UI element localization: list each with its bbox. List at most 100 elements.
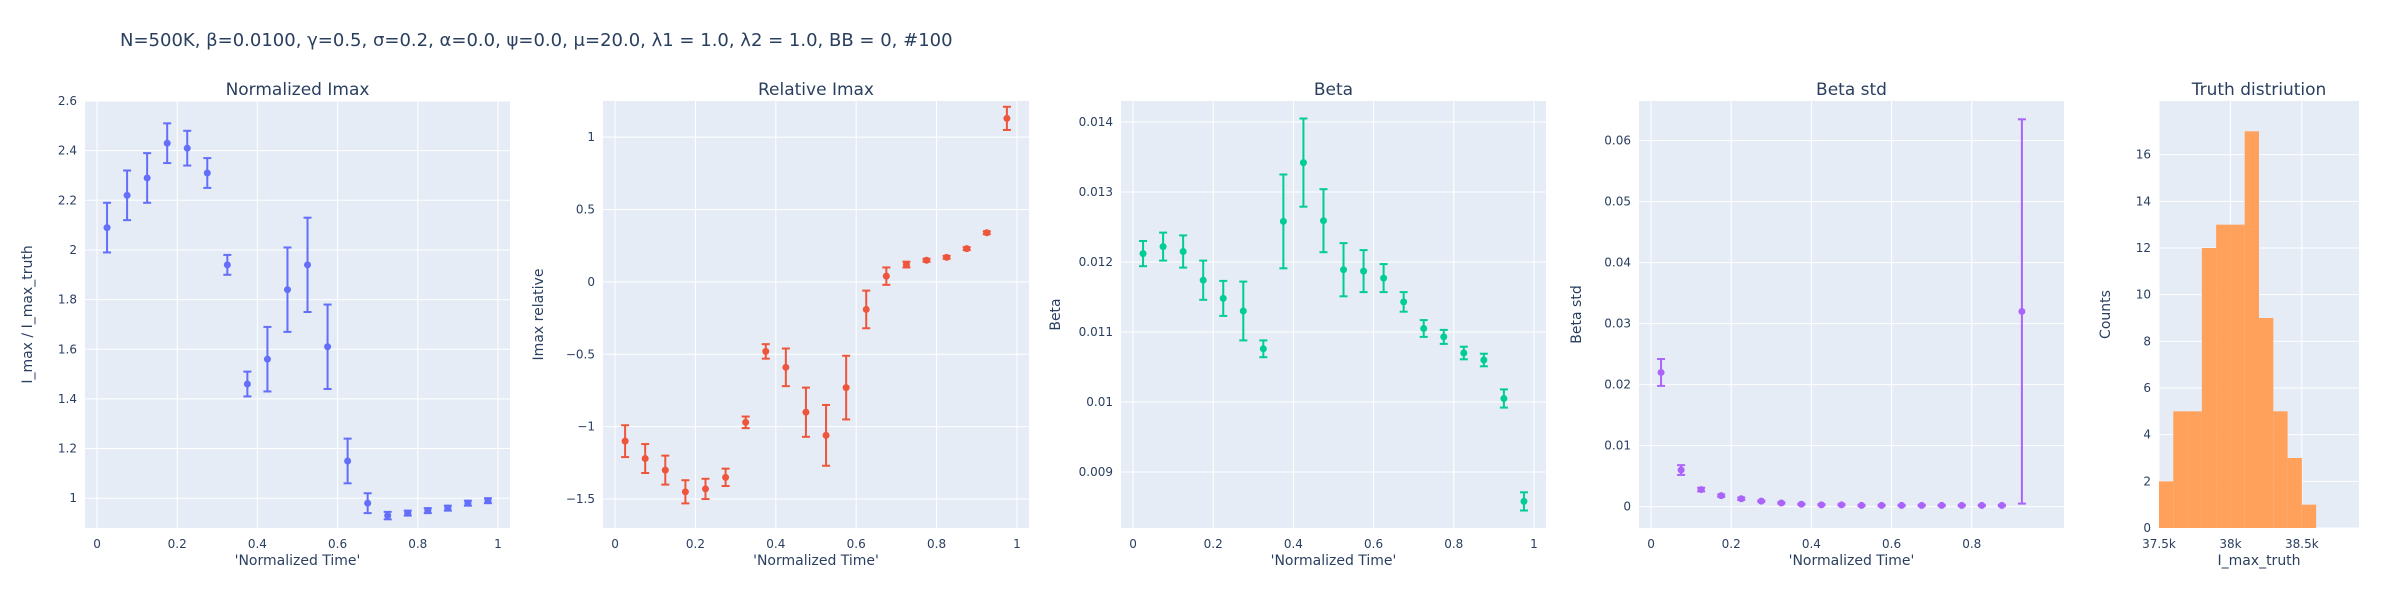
data-point: [1139, 250, 1147, 258]
data-point: [943, 253, 951, 261]
histogram-bar: [2230, 224, 2245, 528]
y-tick-label: 1.2: [58, 442, 77, 456]
x-tick-label: 0: [93, 537, 101, 551]
y-tick-label: −0.5: [566, 347, 595, 361]
y-tick-label: 0.012: [1079, 255, 1113, 269]
subplot-title: Beta: [1314, 80, 1353, 100]
histogram-bar: [2244, 131, 2259, 529]
data-point: [1500, 395, 1508, 402]
data-point: [882, 272, 890, 280]
y-tick-label: 1: [587, 130, 595, 144]
data-point: [1817, 501, 1825, 509]
data-point: [1958, 501, 1966, 509]
data-point: [1978, 501, 1986, 509]
y-tick-label: 0.01: [1086, 395, 1113, 409]
y-tick-label: 2: [69, 243, 77, 257]
y-tick-label: 0.02: [1604, 378, 1631, 392]
histogram-bar: [2173, 411, 2188, 528]
x-axis-label: I_max_truth: [2217, 553, 2300, 569]
y-tick-label: 8: [2143, 334, 2151, 348]
data-point: [1420, 325, 1428, 332]
data-point: [243, 380, 251, 388]
data-point: [1460, 349, 1468, 357]
y-tick-label: 4: [2143, 428, 2151, 442]
data-point: [444, 504, 452, 512]
data-point: [923, 256, 931, 264]
data-point: [1319, 217, 1327, 225]
data-point: [1440, 333, 1448, 341]
data-point: [1677, 466, 1685, 474]
y-tick-label: 0: [1623, 500, 1631, 514]
data-point: [1837, 501, 1845, 509]
data-point: [762, 347, 770, 355]
data-point: [424, 507, 432, 515]
data-point: [621, 437, 629, 445]
data-point: [1777, 499, 1785, 507]
data-point: [1480, 356, 1488, 364]
y-tick-label: 1.4: [58, 392, 77, 406]
subplot-4: 0 0.2 0.4 0.6 0.8 0 0.01 0.02 0.03 0.04 0.05 0.06 Be…: [1569, 80, 2064, 569]
x-tick-label: 0.8: [408, 537, 427, 551]
histogram-bar: [2259, 318, 2274, 528]
figure-title: N=500K, β=0.0100, γ=0.5, σ=0.2, α=0.0, ψ…: [120, 30, 953, 51]
subplot-title: Beta std: [1816, 80, 1887, 100]
data-point: [1938, 501, 1946, 509]
x-tick-label: 0.6: [1364, 537, 1383, 551]
subplot-5: 37.5k 38k 38.5k 0 2 4 6 8 10 12 14 16 Truth distriut…: [2098, 80, 2359, 569]
y-axis-label: Imax relative: [531, 269, 547, 361]
data-point: [641, 455, 649, 463]
data-point: [742, 418, 750, 426]
x-tick-label: 0: [1647, 537, 1655, 551]
data-point: [163, 139, 171, 147]
data-point: [1219, 294, 1227, 302]
data-point: [1003, 114, 1011, 122]
histogram-bar: [2216, 224, 2231, 528]
x-tick-label: 1: [494, 537, 502, 551]
x-tick-label: 0.6: [847, 537, 866, 551]
x-tick-label: 0.8: [927, 537, 946, 551]
subplot-1: 0 0.2 0.4 0.6 0.8 1 1 1.2 1.4 1.6 1.8 2 2.2 2.4 2.6 Nor…: [20, 80, 510, 569]
x-tick-label: 0.2: [1204, 537, 1223, 551]
x-tick-label: 0.8: [1444, 537, 1463, 551]
x-tick-label: 38.5k: [2285, 537, 2319, 551]
data-point: [1757, 497, 1765, 505]
plot-area: [603, 101, 1029, 528]
data-point: [963, 245, 971, 253]
y-tick-label: 16: [2136, 148, 2151, 162]
data-point: [384, 512, 392, 520]
y-tick-label: 0.05: [1604, 195, 1631, 209]
data-point: [822, 431, 830, 439]
data-point: [661, 466, 669, 474]
subplot-title: Relative Imax: [758, 80, 874, 100]
x-axis-label: 'Normalized Time': [753, 553, 879, 569]
data-point: [1998, 501, 2006, 509]
data-point: [143, 174, 151, 182]
data-point: [364, 499, 372, 507]
y-tick-label: 0.013: [1079, 185, 1113, 199]
data-point: [722, 473, 730, 481]
data-point: [324, 343, 332, 351]
x-axis-label: 'Normalized Time': [1789, 553, 1915, 569]
y-tick-label: 2: [2143, 474, 2151, 488]
x-tick-label: 0.6: [328, 537, 347, 551]
y-tick-label: 0: [2143, 521, 2151, 535]
x-tick-label: 0.4: [1802, 537, 1821, 551]
data-point: [464, 499, 472, 507]
data-point: [1340, 266, 1348, 274]
data-point: [862, 305, 870, 313]
x-tick-label: 0: [611, 537, 619, 551]
y-tick-label: 0.01: [1604, 439, 1631, 453]
y-tick-label: 10: [2136, 288, 2151, 302]
x-tick-label: 38k: [2219, 537, 2241, 551]
y-tick-label: 0.009: [1079, 465, 1113, 479]
data-point: [1520, 497, 1528, 505]
y-axis-label: I_max / I_max_truth: [20, 245, 36, 383]
data-point: [263, 355, 271, 363]
data-point: [1159, 243, 1167, 251]
data-point: [1199, 276, 1207, 284]
x-tick-label: 1: [1013, 537, 1021, 551]
histogram-bar: [2201, 248, 2217, 528]
histogram-bar: [2287, 458, 2302, 528]
